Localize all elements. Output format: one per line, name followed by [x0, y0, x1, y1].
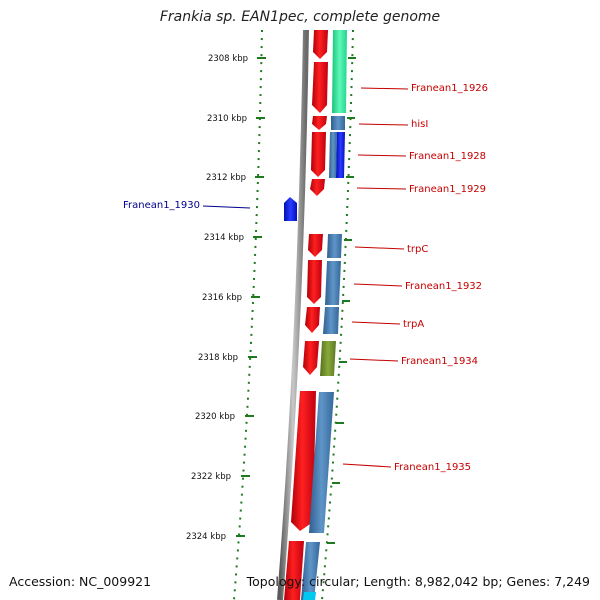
gene-arrow-franean1-1934 — [303, 341, 319, 375]
gene-label: Franean1_1934 — [401, 356, 478, 367]
tick-label: 2314 kbp — [204, 233, 244, 243]
leader-line — [354, 246, 405, 250]
outer-ring-ticks — [327, 57, 356, 544]
leader-line — [342, 463, 392, 468]
gene-label: Franean1_1930 — [123, 200, 200, 211]
cds-bar-trpc — [327, 234, 342, 258]
tick-label: 2318 kbp — [198, 353, 238, 363]
gene-labels: Franean1_1926 hisI Franean1_1928 Franean… — [123, 83, 488, 473]
leader-line — [360, 87, 409, 90]
gene-label: hisI — [411, 119, 428, 130]
cds-bar-franean1-1934 — [320, 341, 336, 376]
gene-label: Franean1_1929 — [409, 184, 486, 195]
gene-arrow-franean1-1929 — [310, 179, 325, 196]
gene-label: Franean1_1935 — [394, 462, 471, 473]
gene-label: Franean1_1932 — [405, 281, 482, 292]
tick-label: 2320 kbp — [195, 412, 235, 422]
cds-bar-franean1-1935 — [309, 392, 334, 533]
gene-arrow-franean1-1932 — [307, 260, 322, 304]
cds-bar-franean1-1928 — [329, 132, 337, 178]
tick-label: 2322 kbp — [191, 472, 231, 482]
gene-label: trpA — [403, 319, 424, 330]
accession-label: Accession: NC_009921 — [9, 574, 152, 589]
cds-bar-franean1-1932 — [325, 261, 341, 305]
ruler-ticks: 2308 kbp 2310 kbp 2312 kbp 2314 kbp 2316… — [186, 54, 266, 542]
tick-label: 2310 kbp — [207, 114, 247, 124]
gene-arrow-hisi — [312, 116, 327, 130]
tick-label: 2316 kbp — [202, 293, 242, 303]
gene-label: Franean1_1926 — [411, 83, 488, 94]
leader-line — [202, 205, 251, 209]
gene-label: trpC — [407, 244, 428, 255]
leader-line — [356, 187, 407, 190]
gene-arrow-trpc — [308, 234, 323, 257]
leader-line — [349, 358, 399, 362]
gene-arrow-franean1-1930 — [284, 197, 297, 221]
cds-bar-franean1-1926 — [332, 30, 347, 113]
cds-bar-franean1-1928b — [336, 132, 345, 178]
genome-summary: Topology: circular; Length: 8,982,042 bp… — [246, 574, 590, 589]
cds-bar-trpa — [323, 307, 339, 334]
tick-label: 2324 kbp — [186, 532, 226, 542]
leader-line — [351, 321, 401, 325]
cds-bar-hisi — [331, 116, 345, 130]
leader-line — [353, 283, 403, 287]
gene-arrow-franean1-1936 — [284, 541, 304, 600]
gene-arrow-trpa — [305, 307, 320, 333]
gene-label: Franean1_1928 — [409, 151, 486, 162]
forward-strand-genes — [284, 30, 328, 600]
leader-line — [358, 123, 409, 126]
gene-arrow-franean1-1925 — [313, 30, 328, 59]
gene-arrow-franean1-1928 — [311, 132, 326, 177]
map-title: Frankia sp. EAN1pec, complete genome — [159, 9, 441, 25]
cds-bars — [301, 30, 347, 600]
cds-bar-cyan — [303, 592, 316, 600]
genome-backbone — [277, 29, 309, 600]
cds-bar-franean1-1936 — [301, 542, 320, 600]
gene-arrow-franean1-1926 — [312, 62, 328, 113]
leader-line — [357, 154, 407, 157]
tick-label: 2308 kbp — [208, 54, 248, 64]
tick-label: 2312 kbp — [206, 173, 246, 183]
gene-arrow-franean1-1935 — [291, 391, 316, 531]
